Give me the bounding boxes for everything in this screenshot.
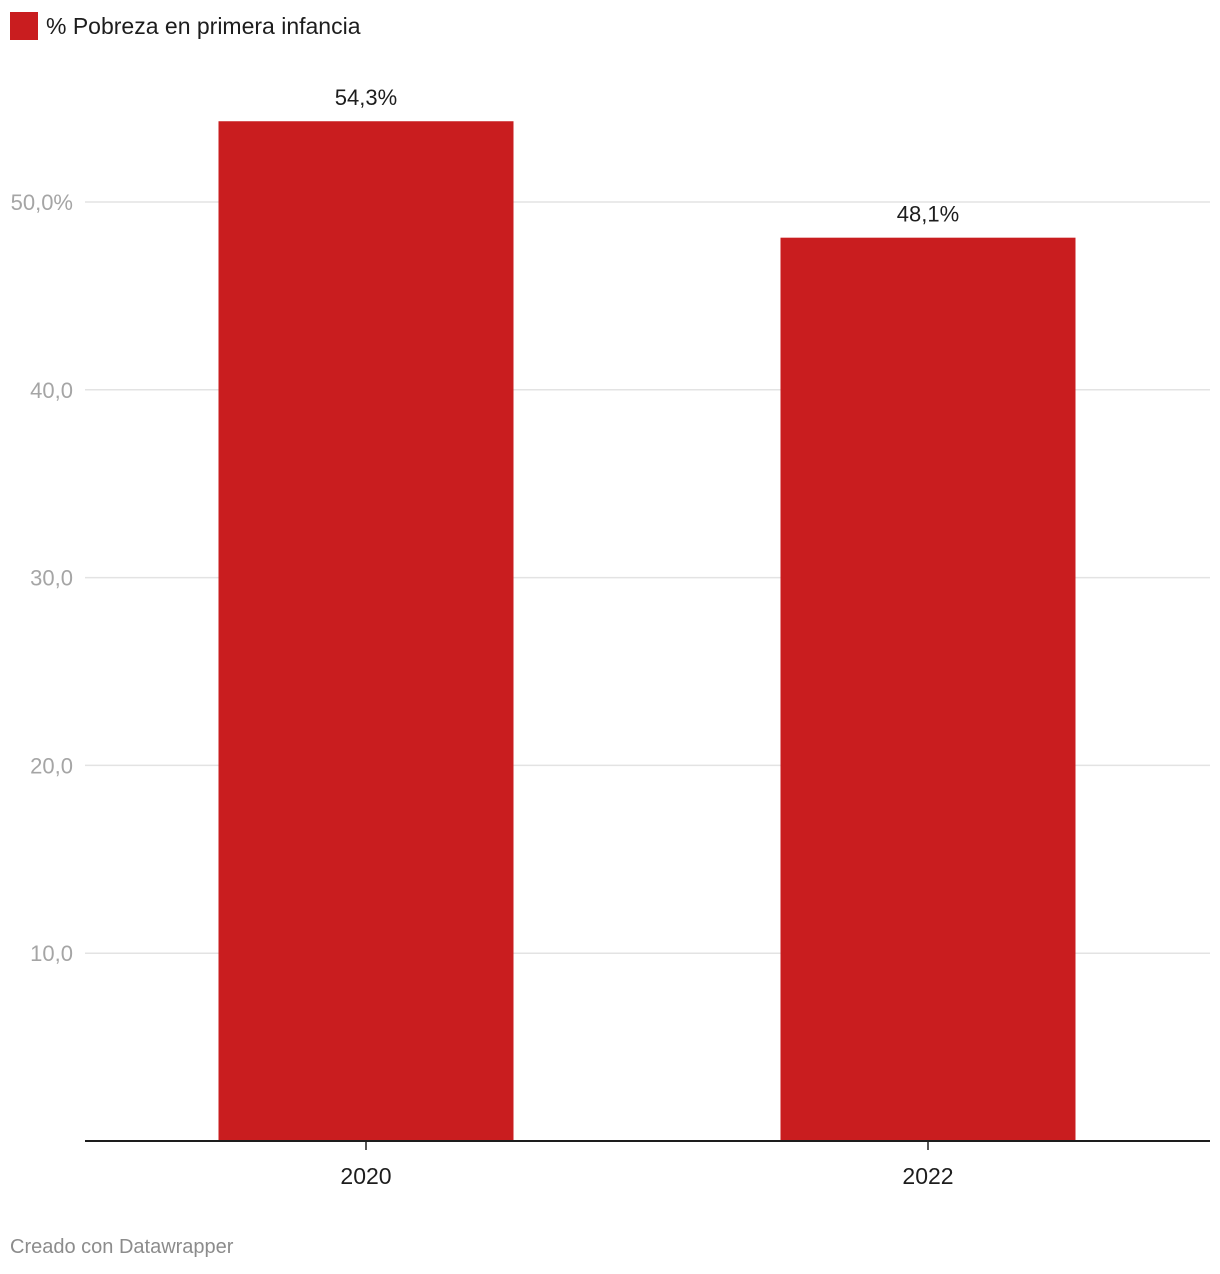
value-label-2020: 54,3% [335,85,397,110]
value-label-2022: 48,1% [897,202,959,227]
x-tick-label-2022: 2022 [902,1163,953,1189]
footer-credit: Creado con Datawrapper [10,1236,234,1258]
bar-2020 [218,121,514,1142]
legend: % Pobreza en primera infancia [10,12,361,40]
x-tick-label-2020: 2020 [340,1163,391,1189]
legend-label: % Pobreza en primera infancia [46,12,361,39]
y-tick-label: 50,0% [11,190,73,215]
y-tick-label: 40,0 [30,378,73,403]
y-tick-label: 10,0 [30,941,73,966]
bar-2022 [780,237,1076,1141]
legend-swatch [10,12,38,40]
y-tick-label: 30,0 [30,566,73,591]
y-tick-label: 20,0 [30,753,73,778]
